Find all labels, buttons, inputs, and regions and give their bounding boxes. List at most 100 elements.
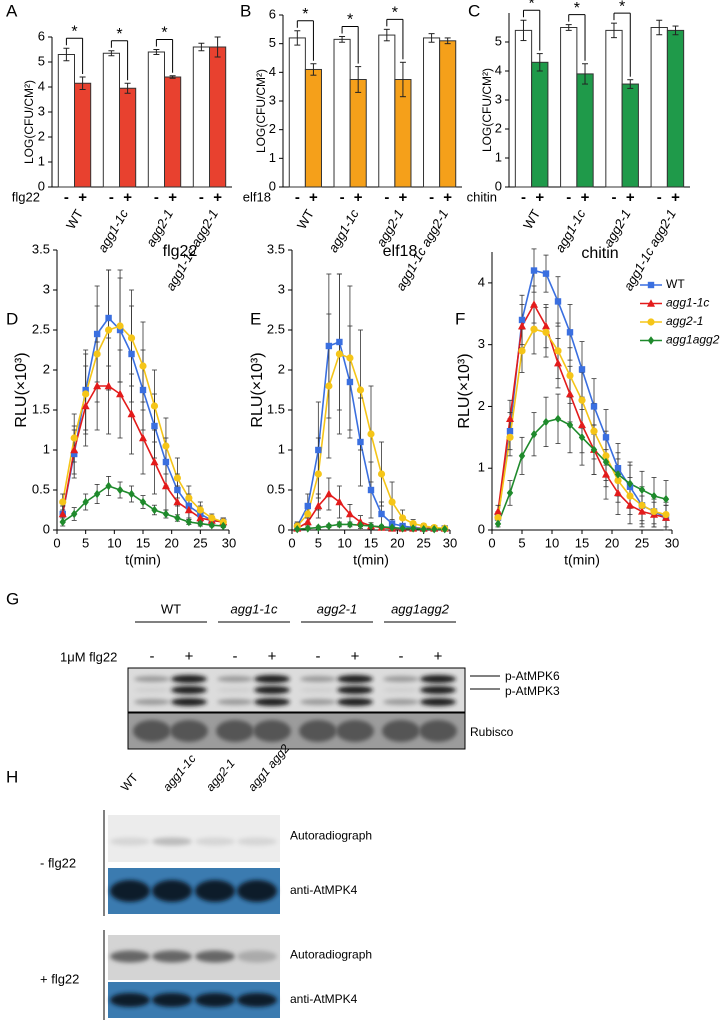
marker [614,470,622,479]
y-tick-label: 0 [278,521,285,536]
bar [333,38,351,188]
marker [139,433,147,442]
marker [208,514,216,522]
panel-letter: G [6,589,19,608]
x-tick-label: 25 [416,535,430,550]
band [110,993,150,1007]
marker [304,502,311,510]
marker [356,386,365,394]
marker [506,427,514,435]
marker [58,509,67,518]
marker [93,381,102,390]
marker [357,438,364,446]
y-tick-label: 5 [495,33,502,48]
significance-label: * [347,12,353,29]
sign-label: + [443,189,452,206]
marker [81,401,90,410]
sign-label: - [657,189,662,206]
group-label: agg1-1c [231,601,278,616]
bar [209,46,227,188]
marker [128,489,135,499]
marker [105,326,113,334]
band-label: p-AtMPK6 [505,669,560,683]
sign-label: + [213,189,222,206]
marker [59,498,67,506]
lane-label: + [268,648,277,665]
sign-label: - [521,189,526,206]
legend: WT agg1-1c agg2-1 agg1agg2 [640,277,720,347]
band [237,880,277,902]
x-tick-label: 5 [82,535,89,550]
marker [518,451,526,461]
marker [602,434,610,441]
y-tick-label: 4 [269,64,276,79]
y-tick-label: 3.5 [267,241,285,256]
marker [494,519,502,529]
marker [506,488,514,498]
panel-letter: B [240,1,251,20]
bar [621,83,639,188]
band [110,950,150,963]
marker [409,520,417,528]
category-label: WT [520,207,543,232]
band [195,880,235,902]
marker [647,318,655,326]
marker [127,409,136,418]
band [383,699,419,705]
bar [288,37,306,188]
sign-label: + [168,189,177,206]
band [337,675,373,683]
band [217,687,253,693]
marker [116,322,124,330]
marker [614,465,622,472]
marker [518,316,526,324]
marker [71,450,78,458]
sign-label: - [340,189,345,206]
group-label: agg2-1 [317,601,357,616]
marker [82,390,90,398]
y-tick-label: 5 [269,35,276,50]
y-tick-label: 2 [269,121,276,136]
x-tick-label: 30 [665,535,679,550]
x-tick-label: 15 [364,535,378,550]
marker [173,474,181,482]
band [420,675,456,683]
y-axis-label: RLU(×10³) [13,352,30,427]
x-tick-label: 10 [337,535,351,550]
band [254,675,290,683]
y-tick-label: 5 [38,53,45,68]
bar [192,46,211,188]
marker [494,514,502,522]
marker [314,470,322,478]
marker [173,497,182,506]
marker [614,488,622,497]
band [420,686,456,694]
marker [399,524,406,533]
band [420,698,456,706]
band [254,686,290,694]
x-tick-label: 0 [288,535,295,550]
band [195,993,235,1007]
marker [590,427,598,435]
band [170,720,208,742]
sign-label: - [566,189,571,206]
sign-label: + [78,189,87,206]
band [383,676,419,682]
band [337,686,373,694]
row-label: - flg22 [40,855,76,870]
sign-label: + [309,189,318,206]
band-label: p-AtMPK3 [505,684,560,698]
panel-letter: H [6,767,18,786]
marker [518,321,526,330]
marker [139,386,147,394]
y-tick-label: 0 [269,178,276,193]
marker [325,342,333,350]
marker [128,350,135,358]
marker [542,328,550,336]
marker [378,510,385,518]
sign-label: + [581,189,590,206]
x-tick-label: 15 [575,535,589,550]
marker [196,506,204,514]
category-label: agg1-1c [325,206,362,255]
sign-label: + [354,189,363,206]
